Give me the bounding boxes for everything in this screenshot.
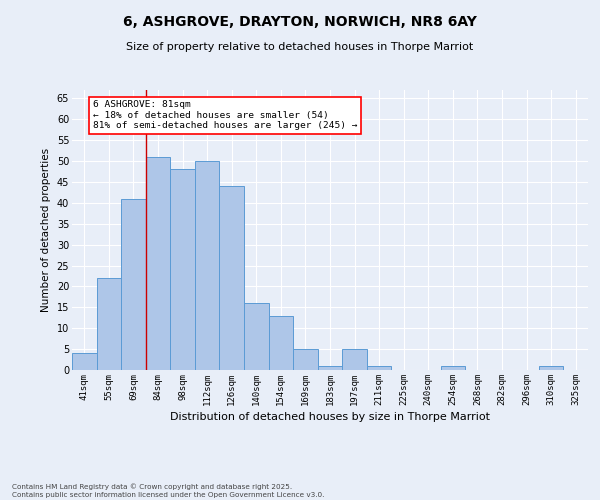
Y-axis label: Number of detached properties: Number of detached properties [41, 148, 51, 312]
Text: 6, ASHGROVE, DRAYTON, NORWICH, NR8 6AY: 6, ASHGROVE, DRAYTON, NORWICH, NR8 6AY [123, 15, 477, 29]
Text: Contains HM Land Registry data © Crown copyright and database right 2025.
Contai: Contains HM Land Registry data © Crown c… [12, 484, 325, 498]
Text: Size of property relative to detached houses in Thorpe Marriot: Size of property relative to detached ho… [127, 42, 473, 52]
Bar [318, 366, 342, 370]
Bar [220, 186, 244, 370]
Bar [342, 349, 367, 370]
Bar [97, 278, 121, 370]
Bar [269, 316, 293, 370]
Bar [121, 198, 146, 370]
Bar [170, 170, 195, 370]
Bar [72, 354, 97, 370]
Bar [195, 161, 220, 370]
X-axis label: Distribution of detached houses by size in Thorpe Marriot: Distribution of detached houses by size … [170, 412, 490, 422]
Bar [293, 349, 318, 370]
Text: 6 ASHGROVE: 81sqm
← 18% of detached houses are smaller (54)
81% of semi-detached: 6 ASHGROVE: 81sqm ← 18% of detached hous… [93, 100, 358, 130]
Bar [244, 303, 269, 370]
Bar [367, 366, 391, 370]
Bar [440, 366, 465, 370]
Bar [539, 366, 563, 370]
Bar [146, 157, 170, 370]
